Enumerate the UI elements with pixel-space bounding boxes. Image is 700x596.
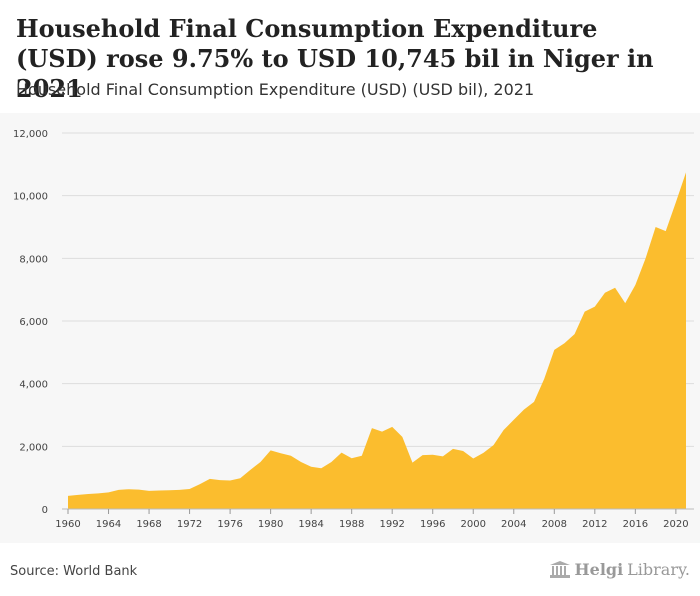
y-tick-label: 6,000: [19, 317, 48, 328]
x-tick-label: 1980: [258, 519, 283, 530]
y-tick-label: 2,000: [19, 442, 48, 453]
logo-text-helgi: Helgi: [574, 560, 624, 579]
chart-title: Household Final Consumption Expenditure …: [16, 14, 654, 103]
x-tick-label: 1968: [136, 519, 161, 530]
x-tick-label: 2016: [623, 519, 648, 530]
x-tick-label: 1964: [96, 519, 121, 530]
plot-area: 0 2,000 4,000 6,000 8,000 10,000 12,000 1960 196…: [0, 113, 700, 543]
y-tick-label: 8,000: [19, 254, 48, 265]
x-tick-label: 2000: [461, 519, 486, 530]
y-tick-label: 4,000: [19, 380, 48, 391]
x-tick-label: 1976: [217, 519, 242, 530]
x-tick-label: 1984: [298, 519, 323, 530]
x-tick-label: 1960: [55, 519, 80, 530]
x-tick-label: 2012: [582, 519, 607, 530]
logo-text-library: Library.: [627, 560, 690, 579]
area-chart: 0 2,000 4,000 6,000 8,000 10,000 12,000 1960 196…: [13, 129, 694, 530]
x-tick-label: 1992: [379, 519, 404, 530]
x-tick-label: 1988: [339, 519, 364, 530]
x-tick-label: 1972: [177, 519, 202, 530]
y-tick-label: 0: [42, 505, 48, 516]
y-tick-label: 10,000: [13, 192, 48, 203]
x-tick-label: 2020: [663, 519, 688, 530]
source-note: Source: World Bank: [10, 564, 138, 579]
x-tick-label: 2004: [501, 519, 526, 530]
x-tick-label: 1996: [420, 519, 445, 530]
library-columns-icon: [549, 560, 570, 578]
y-tick-label: 12,000: [13, 129, 48, 140]
helgi-library-logo: Helgi Library.: [549, 560, 690, 579]
x-tick-label: 2008: [542, 519, 567, 530]
area-series: [68, 172, 686, 509]
chart-subtitle: Household Final Consumption Expenditure …: [16, 80, 535, 99]
